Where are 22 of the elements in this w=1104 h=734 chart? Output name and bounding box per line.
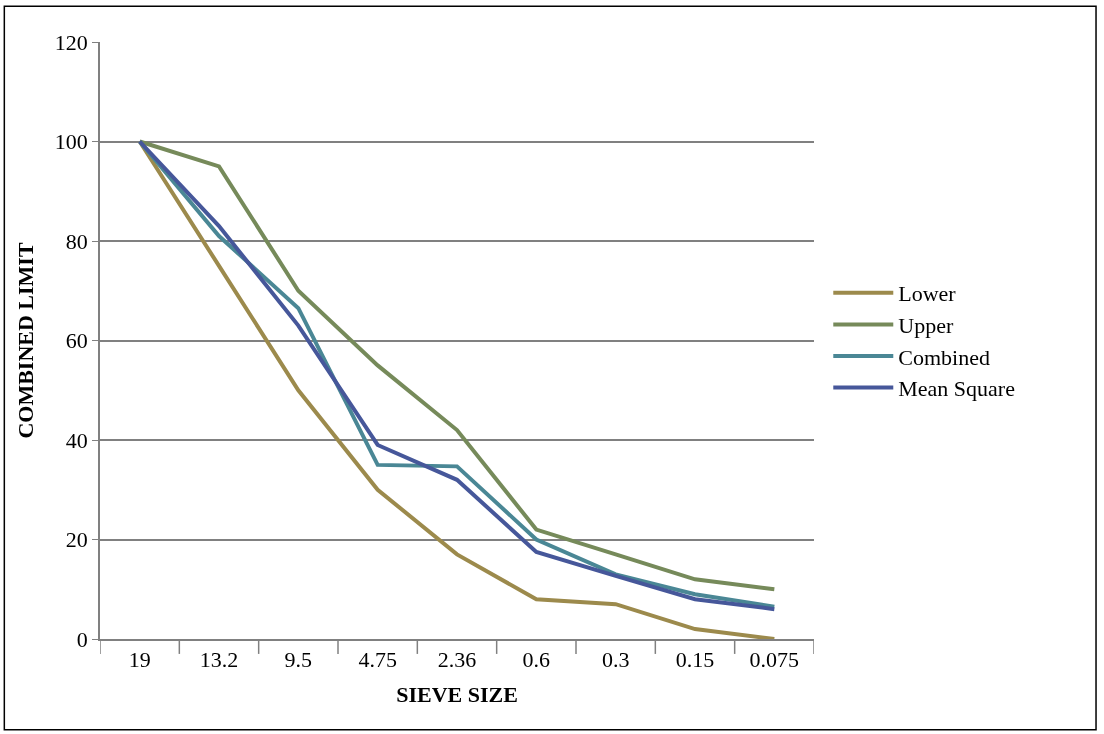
x-tick-label: 9.5 (284, 647, 313, 673)
legend-label: Lower (898, 281, 957, 307)
y-tick-label: 0 (76, 626, 88, 652)
y-tick-label: 20 (65, 527, 88, 553)
y-tick-label: 120 (54, 29, 88, 55)
x-tick-label: 2.36 (437, 647, 477, 673)
legend-label: Mean Square (898, 376, 1015, 402)
legend-label: Combined (898, 344, 990, 370)
x-tick-label: 0.15 (675, 647, 715, 673)
x-tick-label: 19 (128, 647, 151, 673)
y-axis-title: COMBINED LIMIT (13, 242, 39, 439)
y-tick-label: 60 (65, 328, 88, 354)
y-tick-label: 40 (65, 427, 88, 453)
y-tick-label: 100 (54, 129, 88, 155)
x-tick-label: 13.2 (199, 647, 239, 673)
x-tick-label: 4.75 (358, 647, 397, 673)
x-tick-label: 0.075 (749, 647, 800, 673)
x-tick-label: 0.3 (601, 647, 630, 673)
x-tick-label: 0.6 (522, 647, 551, 673)
y-tick-label: 80 (65, 228, 88, 254)
legend-label: Upper (898, 312, 954, 338)
x-axis-title: SIEVE SIZE (396, 681, 518, 707)
